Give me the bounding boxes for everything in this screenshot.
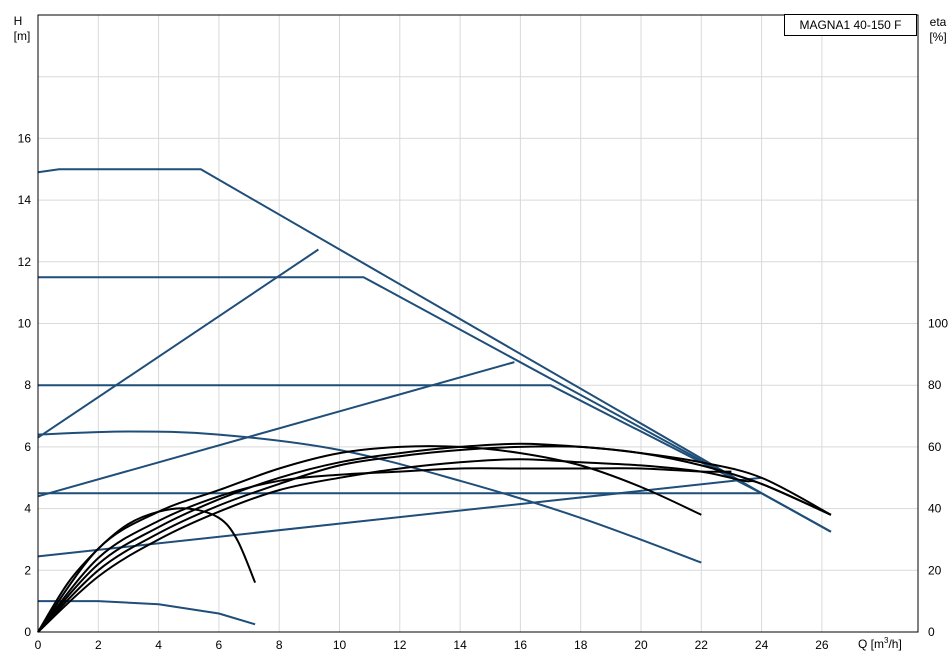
y-axis-right-label-top: eta: [930, 15, 947, 29]
head-curve-9: [38, 600, 256, 626]
y-left-tick-label: 0: [24, 625, 31, 639]
efficiency-curves: [37, 442, 832, 633]
efficiency-curve-4: [37, 442, 832, 633]
y-axis-left-ticks: 0 2 4 6 8 10 12 14 16: [18, 131, 32, 639]
x-tick-label: 10: [333, 638, 347, 652]
x-tick-label: 12: [393, 638, 407, 652]
y-right-tick-label: 100: [928, 317, 948, 331]
x-tick-label: 4: [155, 638, 162, 652]
y-right-tick-label: 0: [928, 625, 935, 639]
head-curve-6: [37, 361, 515, 498]
y-axis-right-ticks: 0 20 40 60 80 100: [928, 317, 948, 640]
y-left-tick-label: 2: [24, 563, 31, 577]
x-tick-label: 6: [216, 638, 223, 652]
y-left-tick-label: 16: [18, 131, 32, 145]
head-curve-8: [37, 430, 702, 564]
y-right-tick-label: 40: [928, 502, 942, 516]
head-curve-5: [37, 248, 319, 439]
x-tick-label: 8: [276, 638, 283, 652]
y-left-tick-label: 12: [18, 255, 32, 269]
x-tick-label: 26: [815, 638, 829, 652]
grid: [38, 15, 918, 632]
plot-frame: [37, 14, 919, 633]
x-tick-label: 0: [35, 638, 42, 652]
x-tick-label: 2: [95, 638, 102, 652]
head-curves: [37, 168, 832, 626]
y-axis-right-label-unit: [%]: [929, 30, 946, 44]
x-tick-label: 20: [634, 638, 648, 652]
x-tick-label: 22: [695, 638, 709, 652]
y-right-tick-label: 60: [928, 440, 942, 454]
x-tick-label: 24: [755, 638, 769, 652]
y-left-tick-label: 6: [24, 440, 31, 454]
head-curve-1: [37, 168, 832, 533]
y-axis-left-label-top: H: [14, 14, 23, 28]
y-left-tick-label: 8: [24, 378, 31, 392]
head-curve-7: [37, 476, 762, 558]
y-left-tick-label: 10: [18, 317, 32, 331]
x-tick-label: 14: [453, 638, 467, 652]
y-right-tick-label: 20: [928, 563, 942, 577]
y-axis-left-label-unit: [m]: [14, 29, 31, 43]
x-tick-label: 18: [574, 638, 588, 652]
head-curve-3: [38, 384, 832, 533]
chart-title: MAGNA1 40-150 F: [784, 14, 917, 36]
efficiency-curve-6: [37, 458, 832, 633]
efficiency-curve-3: [37, 467, 732, 633]
x-axis-label: Q [m3/h]: [858, 636, 902, 651]
x-axis-ticks: 0 2 4 6 8 10 12 14 16 18 20 22 24 26: [35, 638, 829, 652]
y-left-tick-label: 4: [24, 502, 31, 516]
y-right-tick-label: 80: [928, 378, 942, 392]
x-tick-label: 16: [514, 638, 528, 652]
y-left-tick-label: 14: [18, 193, 32, 207]
efficiency-curve-5: [37, 445, 832, 633]
